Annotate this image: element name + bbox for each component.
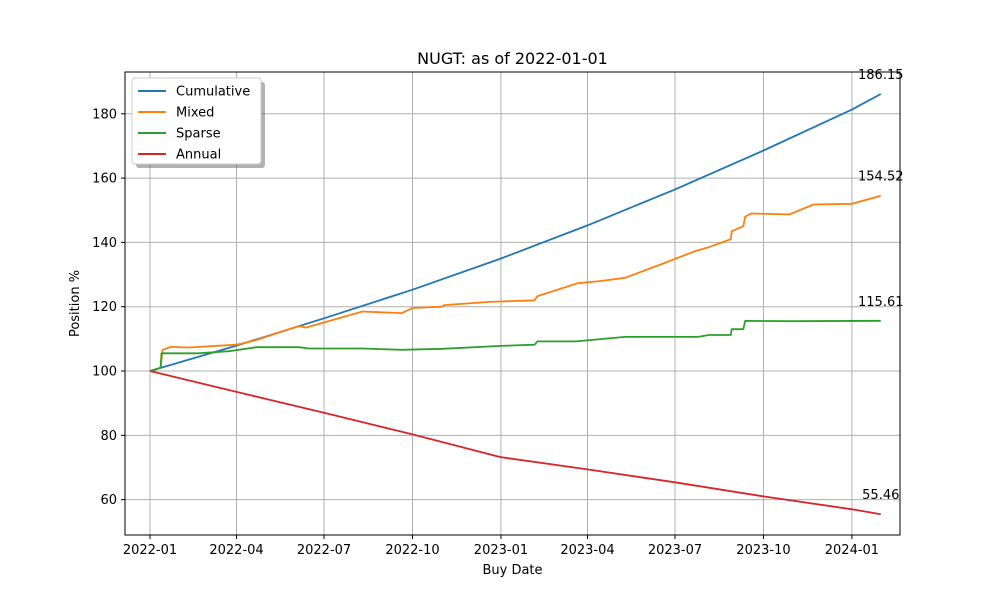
legend-box: [131, 77, 262, 165]
legend-label-cumulative: Cumulative: [176, 85, 250, 100]
end-label-annual: 55.46: [862, 488, 899, 503]
x-axis-label: Buy Date: [482, 563, 542, 578]
x-tick-label: 2022-10: [385, 543, 439, 558]
x-axis-ticks: 2022-01 2022-04 2022-07 2022-10 2023-01 2023-…: [123, 535, 879, 558]
y-axis-label: Position %: [68, 270, 83, 337]
plot-frame: [124, 71, 901, 536]
legend-label-annual: Annual: [176, 148, 221, 163]
y-tick-label: 160: [92, 172, 117, 187]
end-label-sparse: 115.61: [858, 295, 904, 310]
y-tick-label: 100: [92, 365, 117, 380]
chart-title: NUGT: as of 2022-01-01: [417, 49, 608, 68]
series-line-mixed: [149, 194, 882, 372]
y-tick-label: 60: [100, 493, 117, 508]
x-tick-label: 2022-04: [209, 543, 263, 558]
end-label-mixed: 154.52: [858, 170, 904, 185]
x-tick-label: 2022-07: [297, 543, 351, 558]
series-line-sparse: [149, 319, 881, 372]
x-tick-label: 2022-01: [123, 543, 177, 558]
x-tick-label: 2023-04: [560, 543, 614, 558]
grid: [125, 72, 900, 535]
y-axis-ticks: 60 80 100 120 140 160 180: [92, 107, 125, 508]
legend-label-sparse: Sparse: [176, 127, 221, 142]
y-tick-label: 120: [92, 300, 117, 315]
series-line-annual: [149, 370, 881, 516]
x-tick-label: 2024-01: [825, 543, 879, 558]
x-tick-label: 2023-07: [648, 543, 702, 558]
legend: Cumulative Mixed Sparse Annual: [131, 77, 265, 168]
series-lines: [149, 93, 882, 516]
y-tick-label: 180: [92, 107, 117, 122]
x-tick-label: 2023-01: [474, 543, 528, 558]
x-tick-label: 2023-10: [736, 543, 790, 558]
end-value-labels: 186.15 154.52 115.61 55.46: [858, 68, 904, 503]
y-tick-label: 140: [92, 236, 117, 251]
legend-label-mixed: Mixed: [176, 106, 214, 121]
y-tick-label: 80: [100, 429, 117, 444]
end-label-cumulative: 186.15: [858, 68, 904, 83]
